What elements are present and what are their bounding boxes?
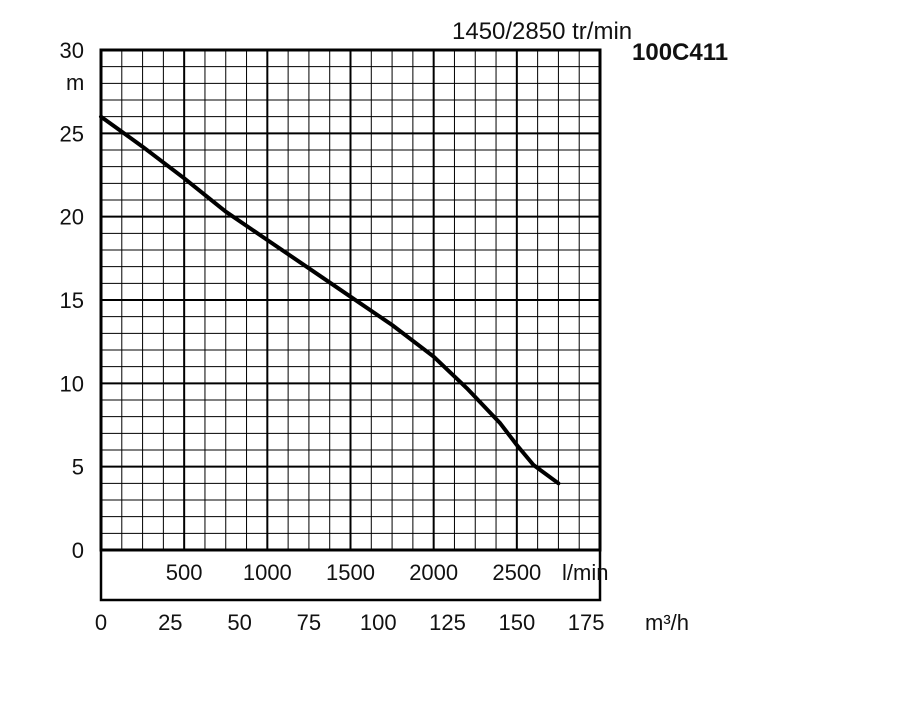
y-tick-label: 0 xyxy=(72,538,84,563)
x-primary-tick-label: 2500 xyxy=(492,560,541,585)
y-tick-label: 5 xyxy=(72,455,84,480)
chart-title: 1450/2850 tr/min xyxy=(452,18,632,45)
y-tick-labels: 0 5 10 15 20 25 30 xyxy=(60,38,84,563)
model-label: 100C411 xyxy=(632,39,728,66)
head-curve-series xyxy=(99,114,561,486)
y-tick-label: 10 xyxy=(60,371,84,396)
x-secondary-tick-label: 75 xyxy=(297,610,321,635)
x-primary-tick-label: 1000 xyxy=(243,560,292,585)
x-axis-band xyxy=(99,548,602,602)
x-primary-tick-label: 1500 xyxy=(326,560,375,585)
x-secondary-tick-label: 175 xyxy=(568,610,605,635)
x-secondary-tick-label: 100 xyxy=(360,610,397,635)
y-tick-label: 30 xyxy=(60,38,84,63)
x-secondary-tick-label: 25 xyxy=(158,610,182,635)
y-axis-label: m xyxy=(66,70,84,95)
y-tick-label: 15 xyxy=(60,288,84,313)
grid xyxy=(101,50,600,550)
x-secondary-tick-label: 50 xyxy=(227,610,251,635)
x-secondary-tick-label: 0 xyxy=(95,610,107,635)
x-primary-tick-labels: 500 1000 1500 2000 2500 xyxy=(166,560,542,585)
x-secondary-unit-label: m³/h xyxy=(645,610,689,635)
x-secondary-tick-label: 125 xyxy=(429,610,466,635)
x-primary-tick-label: 2000 xyxy=(409,560,458,585)
x-secondary-tick-label: 150 xyxy=(498,610,535,635)
x-secondary-tick-labels: 0 25 50 75 100 125 150 175 xyxy=(95,610,605,635)
y-tick-label: 20 xyxy=(60,205,84,230)
y-tick-label: 25 xyxy=(60,121,84,146)
x-primary-tick-label: 500 xyxy=(166,560,203,585)
x-primary-unit-label: l/min xyxy=(562,560,608,585)
